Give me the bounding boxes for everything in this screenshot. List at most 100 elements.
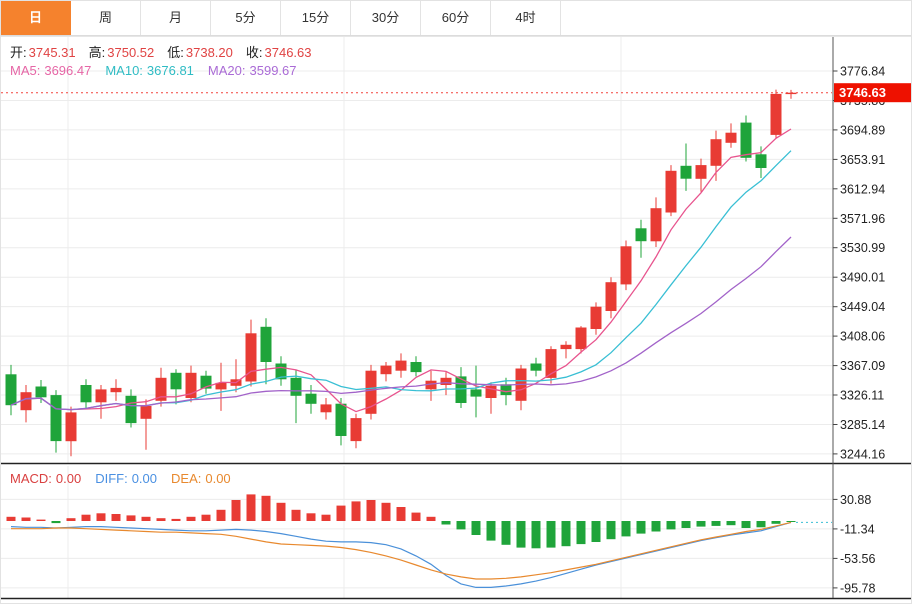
candle-body	[5, 374, 17, 406]
candle-body	[545, 349, 557, 378]
tab-period-2[interactable]: 周	[71, 1, 141, 35]
macd-histogram-bar	[171, 518, 181, 521]
candle-body	[770, 93, 782, 135]
macd-histogram-bar	[771, 521, 781, 524]
candle-body	[245, 333, 257, 382]
macd-histogram-bar	[531, 521, 541, 549]
candle-body	[395, 360, 407, 371]
candle-body	[575, 327, 587, 350]
candle-body	[350, 418, 362, 442]
tab-period-4[interactable]: 5分	[211, 1, 281, 35]
macd-histogram-bar	[351, 501, 361, 521]
axis-tick-label: 3244.16	[840, 447, 885, 461]
macd-histogram-bar	[21, 517, 31, 521]
macd-histogram-bar	[591, 521, 601, 542]
candle-body	[320, 404, 332, 413]
macd-histogram-bar	[501, 521, 511, 545]
macd-histogram-bar	[396, 507, 406, 521]
tab-period-6[interactable]: 30分	[351, 1, 421, 35]
macd-histogram-bar	[261, 495, 271, 521]
tab-period-5[interactable]: 15分	[281, 1, 351, 35]
candle-body	[50, 395, 62, 442]
candle-body	[410, 362, 422, 373]
macd-histogram-bar	[201, 514, 211, 521]
macd-histogram-bar	[96, 513, 106, 521]
axis-tick-label: 3776.84	[840, 65, 885, 79]
candle-body	[185, 372, 197, 398]
candle-body	[440, 377, 452, 385]
low-value: 3738.20	[185, 45, 233, 60]
candle-body	[530, 363, 542, 371]
tab-period-8[interactable]: 4时	[491, 1, 561, 35]
tab-period-1[interactable]: 日	[1, 1, 71, 35]
macd-histogram-bar	[756, 521, 766, 528]
ma20-line	[10, 236, 792, 411]
macd-histogram-bar	[381, 502, 391, 521]
candle-body	[455, 376, 467, 403]
ma10-value: 3676.81	[146, 63, 194, 78]
macd-histogram-bar	[426, 516, 436, 521]
candle-body	[485, 385, 497, 398]
macd-value: 0.00	[55, 471, 82, 486]
candle-body	[380, 365, 392, 375]
candle-body	[710, 139, 722, 166]
macd-histogram-bar	[336, 505, 346, 521]
axis-tick-label: 3694.89	[840, 123, 885, 137]
axis-tick-label: 3367.09	[840, 359, 885, 373]
macd-histogram-bar	[651, 521, 661, 532]
macd-label: MACD:	[10, 471, 52, 486]
macd-histogram-bar	[291, 509, 301, 521]
axis-tick-label: -95.78	[840, 581, 875, 595]
diff-line	[10, 521, 792, 589]
dea-label: DEA:	[171, 471, 202, 486]
macd-histogram-bar	[81, 514, 91, 521]
candle-body	[560, 344, 572, 350]
candle-body	[260, 326, 272, 362]
macd-histogram-bar	[6, 516, 16, 521]
macd-histogram-bar	[186, 516, 196, 521]
candle-body	[275, 363, 287, 380]
axis-tick-label: 3653.91	[840, 153, 885, 167]
macd-histogram-bar	[561, 521, 571, 547]
candle-body	[500, 384, 512, 396]
candle-body	[740, 122, 752, 158]
macd-histogram-bar	[471, 521, 481, 535]
candle-body	[95, 389, 107, 403]
macd-readout: MACD: 0.00 DIFF: 0.00 DEA: 0.00	[10, 471, 245, 487]
macd-histogram-bar	[636, 521, 646, 534]
high-value: 3750.52	[107, 45, 155, 60]
tab-period-7[interactable]: 60分	[421, 1, 491, 35]
macd-histogram-bar	[621, 521, 631, 537]
candle-body	[635, 228, 647, 242]
candle-body	[200, 375, 212, 389]
ma20-value: 3599.67	[249, 63, 297, 78]
ma10-label: MA10:	[105, 63, 143, 78]
macd-histogram-bar	[606, 521, 616, 540]
macd-histogram-bar	[156, 518, 166, 521]
candle-body	[140, 405, 152, 419]
candle-body	[695, 165, 707, 179]
candle-body	[215, 382, 227, 390]
candle-body	[605, 282, 617, 311]
macd-histogram-bar	[696, 521, 706, 527]
macd-histogram-bar	[306, 513, 316, 521]
candle-body	[785, 92, 797, 95]
axis-tick-label: 3490.01	[840, 271, 885, 285]
candle-body	[125, 395, 137, 424]
macd-histogram-bar	[321, 514, 331, 521]
ma5-value: 3696.47	[44, 63, 92, 78]
axis-tick-label: 3612.94	[840, 182, 885, 196]
axis-tick-label: -53.56	[840, 552, 875, 566]
axis-tick-label: 3571.96	[840, 212, 885, 226]
candle-body	[65, 412, 77, 442]
macd-histogram-bar	[111, 514, 121, 521]
macd-histogram-bar	[726, 521, 736, 526]
macd-histogram-bar	[576, 521, 586, 545]
tab-period-3[interactable]: 月	[141, 1, 211, 35]
candle-body	[290, 377, 302, 396]
macd-histogram-bar	[141, 516, 151, 521]
macd-histogram-bar	[366, 500, 376, 521]
candle-body	[80, 385, 92, 403]
